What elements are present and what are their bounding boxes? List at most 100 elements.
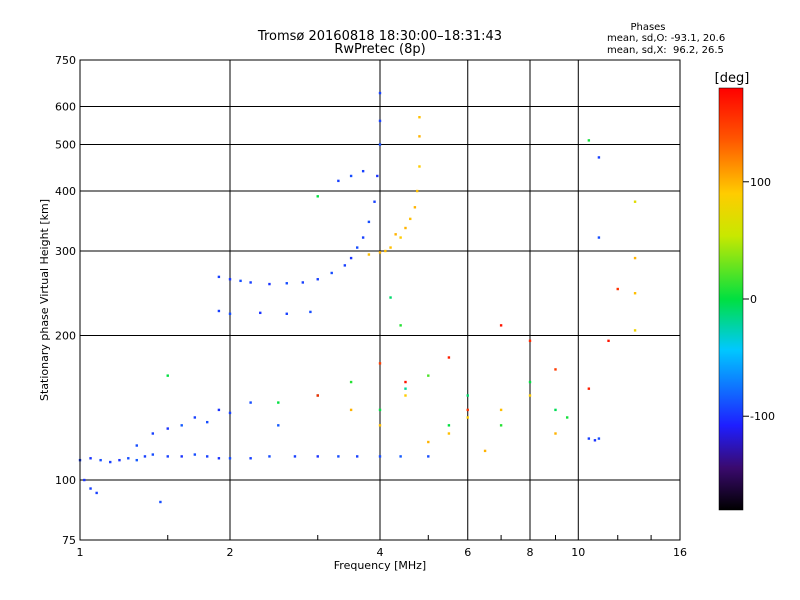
data-point [143,455,147,458]
data-point [217,408,221,412]
data-point [404,226,407,230]
y-tick-label: 200 [55,330,76,343]
data-point [394,233,397,236]
data-point [483,449,487,453]
y-tick-label: 100 [55,474,76,487]
x-tick-label: 1 [77,546,84,559]
data-point [118,458,121,462]
data-point [587,387,591,390]
data-point [378,424,382,427]
data-point [499,408,503,412]
data-point [249,401,252,404]
plot-frame [79,59,681,541]
data-point [367,253,371,256]
data-point [349,380,353,384]
data-point [399,324,402,327]
data-point [528,394,532,397]
data-point [355,246,359,249]
data-point [355,455,359,458]
data-point [384,249,387,253]
x-tick-label: 2 [227,546,234,559]
data-point [316,394,319,397]
data-point [373,200,376,203]
data-point [228,312,232,315]
x-axis-ticks: 1 2 4 6 8 10 16 [77,535,687,559]
y-tick-label: 500 [55,139,76,152]
data-point [159,500,162,504]
data-point [418,135,421,138]
data-point [180,455,183,458]
data-point [277,401,280,404]
data-point [151,453,155,456]
data-point [554,432,557,435]
x-tick-label: 6 [464,546,471,559]
data-point [499,424,503,427]
data-point [99,458,102,462]
data-point [205,420,209,424]
data-point [466,416,469,419]
data-point [427,455,430,458]
data-point [89,487,92,490]
data-point [447,424,451,427]
data-point [597,156,601,159]
data-point [499,324,503,327]
data-point [528,380,532,384]
data-point [528,339,532,343]
data-point [95,491,98,495]
data-point [127,457,130,460]
colorbar-unit-label: [deg] [715,71,750,86]
x-tick-label: 10 [571,546,585,559]
data-point [166,427,169,430]
data-point [593,439,597,442]
data-point [597,437,601,440]
colorbar-ticks: 100 0 -100 [743,176,775,423]
grid [80,60,680,540]
data-point [389,246,392,249]
data-point [205,455,209,458]
data-point [404,394,407,397]
data-point [217,309,221,313]
data-point [285,282,288,285]
colorbar-tick-label: 100 [750,176,771,189]
data-point [337,455,340,458]
colorbar-tick-label: 0 [750,293,757,306]
data-point [587,437,591,440]
data-point [217,275,221,279]
data-point [554,408,557,412]
data-point [427,374,430,377]
data-point [239,279,242,283]
data-point [378,119,382,123]
data-point [378,455,382,458]
data-point [193,453,197,456]
stats-x-line: mean, sd,X: 96.2, 26.5 [607,45,724,56]
data-point [268,282,271,286]
data-point [633,200,637,203]
x-axis-label: Frequency [MHz] [334,559,426,572]
data-point [418,165,421,168]
data-point [633,329,637,332]
data-point [447,356,451,359]
data-point [633,292,637,295]
data-point [378,91,382,95]
x-tick-label: 4 [377,546,384,559]
stats-o-line: mean, sd,O: -93.1, 20.6 [607,33,725,44]
chart-subtitle: RwPretec (8p) [334,42,425,57]
data-point [249,457,252,460]
data-point [447,432,451,435]
data-point [349,256,353,260]
data-point [399,236,402,239]
data-point [343,264,347,267]
data-point [151,432,155,435]
colorbar [718,87,744,511]
data-point [389,296,392,299]
data-point [228,278,232,281]
data-point [415,189,419,193]
data-point [378,408,382,412]
data-point [607,339,610,343]
data-point [249,281,252,284]
data-point [361,236,365,239]
x-tick-label: 16 [673,546,687,559]
data-point [109,460,112,464]
data-point [166,455,169,458]
